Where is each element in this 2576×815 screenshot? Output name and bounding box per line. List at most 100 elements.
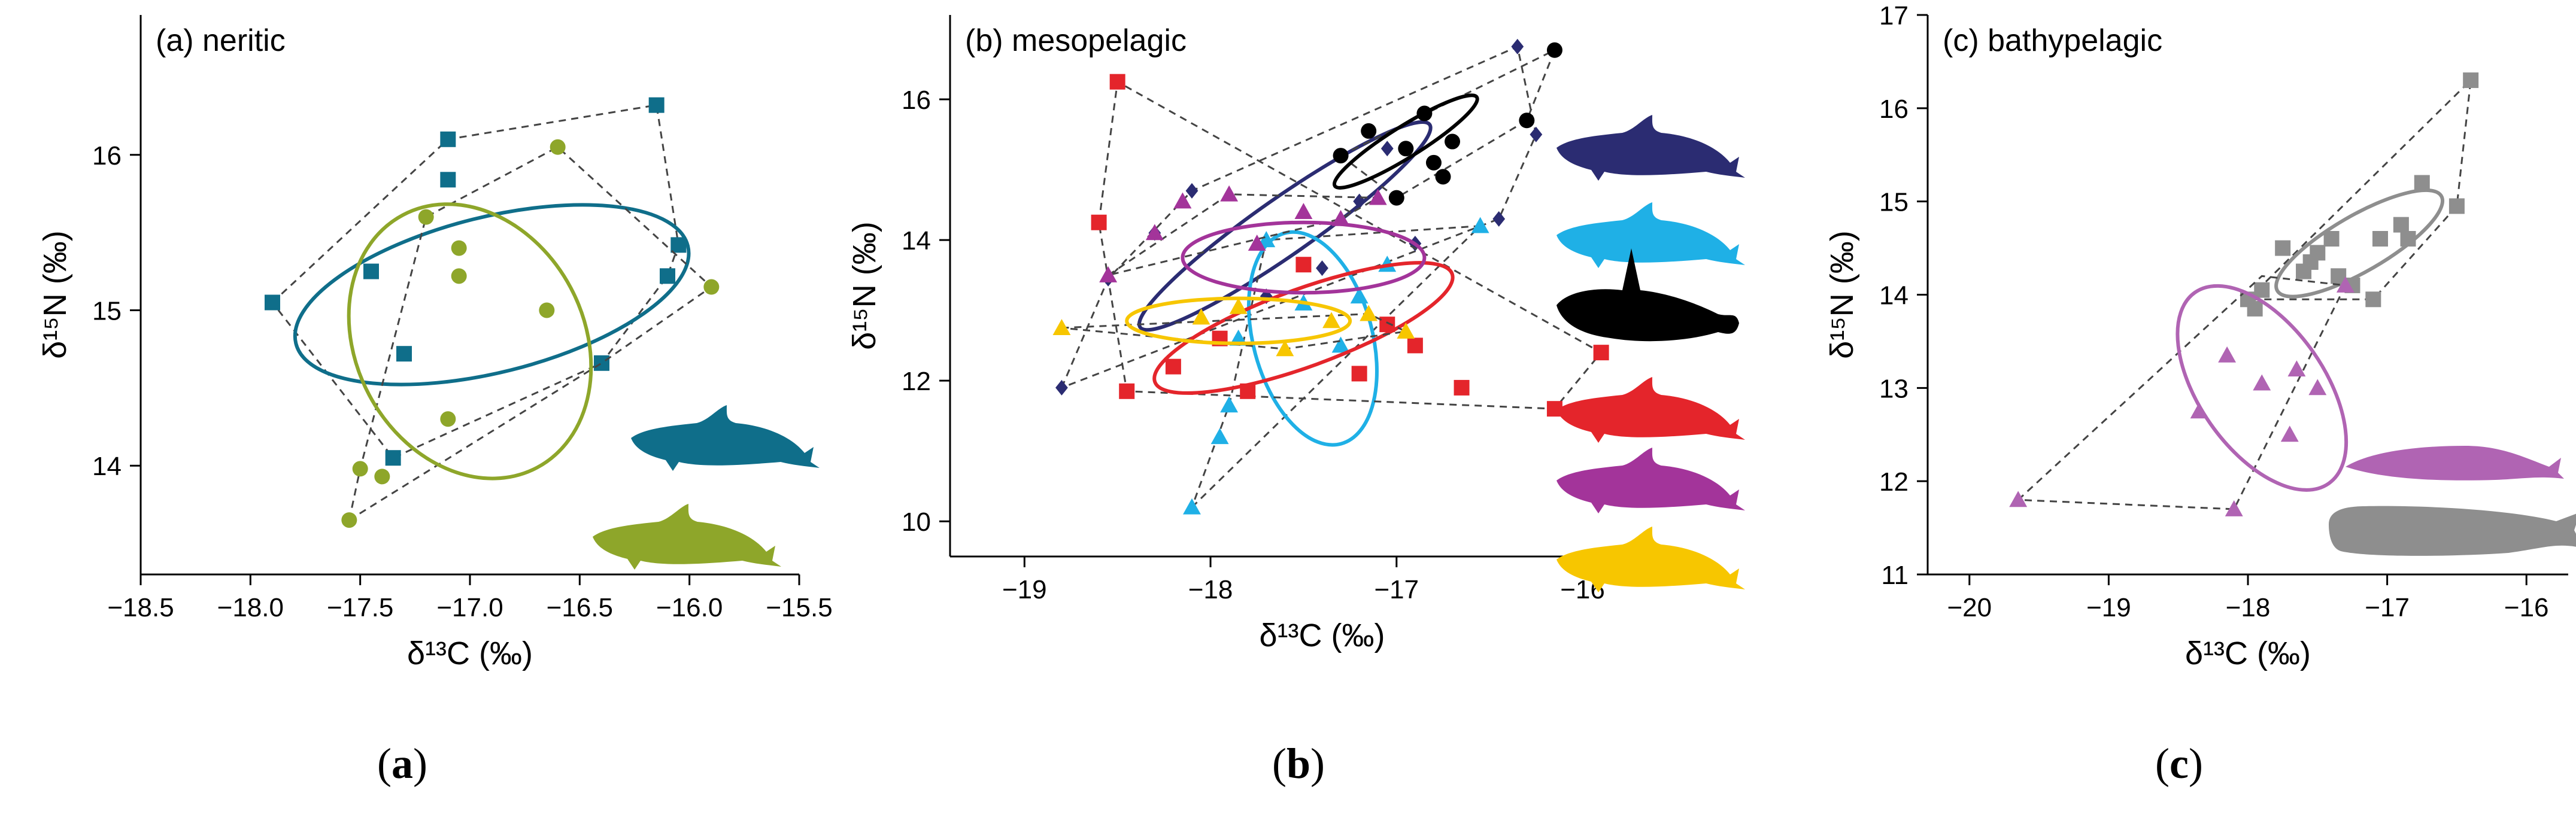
data-point bbox=[670, 237, 687, 253]
series-black bbox=[1332, 42, 1562, 206]
silhouette-shape-black bbox=[1556, 248, 1739, 342]
y-tick-label: 14 bbox=[1879, 281, 1909, 311]
data-point bbox=[1248, 235, 1266, 251]
data-point bbox=[539, 302, 555, 318]
data-point bbox=[1295, 257, 1312, 273]
data-point bbox=[2400, 231, 2416, 247]
data-point bbox=[1220, 185, 1239, 202]
data-point bbox=[2308, 379, 2327, 396]
data-point bbox=[1361, 123, 1377, 139]
data-point bbox=[1109, 74, 1125, 90]
data-point bbox=[1165, 358, 1181, 375]
sea-ellipse bbox=[2274, 188, 2445, 299]
silhouette-shape-grey bbox=[2329, 506, 2576, 556]
sea-ellipse bbox=[293, 203, 691, 387]
data-point bbox=[1369, 188, 1387, 205]
data-point bbox=[1294, 203, 1313, 220]
y-tick-label: 11 bbox=[1881, 561, 1909, 590]
x-axis-label: δ¹³C (‰) bbox=[2185, 635, 2311, 671]
data-point bbox=[1380, 141, 1394, 157]
data-point bbox=[352, 461, 368, 477]
data-point bbox=[660, 268, 675, 284]
convex-hull bbox=[1098, 80, 1603, 410]
data-point bbox=[2275, 240, 2291, 256]
series-magenta bbox=[1099, 185, 1427, 295]
data-point bbox=[1173, 192, 1192, 209]
data-point bbox=[440, 411, 456, 427]
convex-hull bbox=[271, 104, 679, 460]
x-tick-label: −17 bbox=[2365, 593, 2410, 622]
data-point bbox=[1055, 379, 1068, 396]
silhouette-shape-magenta bbox=[1556, 448, 1745, 513]
data-point bbox=[1388, 190, 1404, 206]
data-point bbox=[1511, 38, 1524, 54]
silhouette-lilac bbox=[2346, 446, 2564, 481]
data-point bbox=[2247, 300, 2263, 317]
data-point bbox=[2190, 402, 2208, 419]
y-tick-label: 14 bbox=[902, 226, 931, 256]
silhouette-grey bbox=[2329, 506, 2576, 556]
silhouette-yellow bbox=[1556, 527, 1745, 592]
caption-a: (a) bbox=[377, 740, 427, 787]
sea-ellipse bbox=[1332, 93, 1479, 190]
data-point bbox=[2280, 425, 2299, 442]
convex-hull bbox=[1191, 224, 1483, 508]
data-point bbox=[265, 294, 280, 311]
data-point bbox=[1052, 319, 1071, 335]
data-point bbox=[2225, 500, 2243, 516]
data-point bbox=[2372, 231, 2388, 247]
data-point bbox=[594, 355, 609, 371]
data-point bbox=[1145, 224, 1164, 241]
data-point bbox=[1546, 42, 1562, 58]
data-point bbox=[2310, 245, 2326, 261]
y-tick-label: 16 bbox=[902, 86, 931, 115]
x-tick-label: −18.0 bbox=[217, 593, 284, 622]
silhouette-olive bbox=[593, 504, 781, 570]
silhouette-black bbox=[1556, 248, 1739, 342]
data-point bbox=[2393, 217, 2409, 233]
data-point bbox=[1407, 337, 1423, 354]
data-point bbox=[1425, 154, 1442, 171]
sea-ellipse bbox=[347, 202, 593, 481]
silhouette-shape-sky bbox=[1556, 202, 1745, 268]
data-point bbox=[1360, 305, 1378, 321]
data-point bbox=[440, 172, 456, 188]
data-point bbox=[550, 139, 566, 155]
panel-title: (c) bathypelagic bbox=[1943, 23, 2162, 58]
data-point bbox=[1192, 308, 1210, 325]
data-point bbox=[2323, 231, 2340, 247]
y-axis-label: δ¹⁵N (‰) bbox=[37, 230, 73, 358]
convex-hull bbox=[2246, 78, 2472, 300]
panel-a: −18.5 −18.0 −17.5 −17.0 −16.5 −16.0 −15.5 14 15 1… bbox=[37, 15, 833, 671]
sea-ellipse bbox=[2176, 284, 2349, 492]
caption-b-letter: b bbox=[1286, 740, 1311, 787]
data-point bbox=[1333, 148, 1349, 164]
y-tick-label: 16 bbox=[1879, 95, 1909, 124]
series-yellow bbox=[1052, 296, 1415, 357]
data-point bbox=[1322, 312, 1340, 329]
series-sky bbox=[1183, 217, 1489, 515]
y-tick-label: 10 bbox=[902, 507, 931, 537]
y-tick-label: 12 bbox=[1879, 467, 1909, 497]
data-point bbox=[1530, 126, 1543, 142]
data-point bbox=[1445, 133, 1461, 150]
data-point bbox=[1240, 383, 1256, 399]
panel-title: (b) mesopelagic bbox=[965, 23, 1187, 58]
series-olive bbox=[341, 139, 720, 528]
x-tick-label: −16.0 bbox=[656, 593, 723, 622]
data-point bbox=[440, 131, 456, 147]
caption-c-letter: c bbox=[2169, 740, 2189, 787]
silhouette-shape-yellow bbox=[1556, 527, 1745, 592]
data-point bbox=[648, 97, 665, 113]
data-point bbox=[2218, 346, 2237, 363]
data-point bbox=[1331, 209, 1350, 226]
silhouette-magenta bbox=[1556, 448, 1745, 513]
data-point bbox=[1210, 428, 1229, 445]
data-point bbox=[2414, 175, 2430, 191]
data-point bbox=[1183, 498, 1201, 515]
data-point bbox=[1229, 297, 1248, 314]
x-tick-label: −18.5 bbox=[107, 593, 174, 622]
convex-hull bbox=[348, 145, 713, 522]
data-point bbox=[385, 450, 401, 466]
